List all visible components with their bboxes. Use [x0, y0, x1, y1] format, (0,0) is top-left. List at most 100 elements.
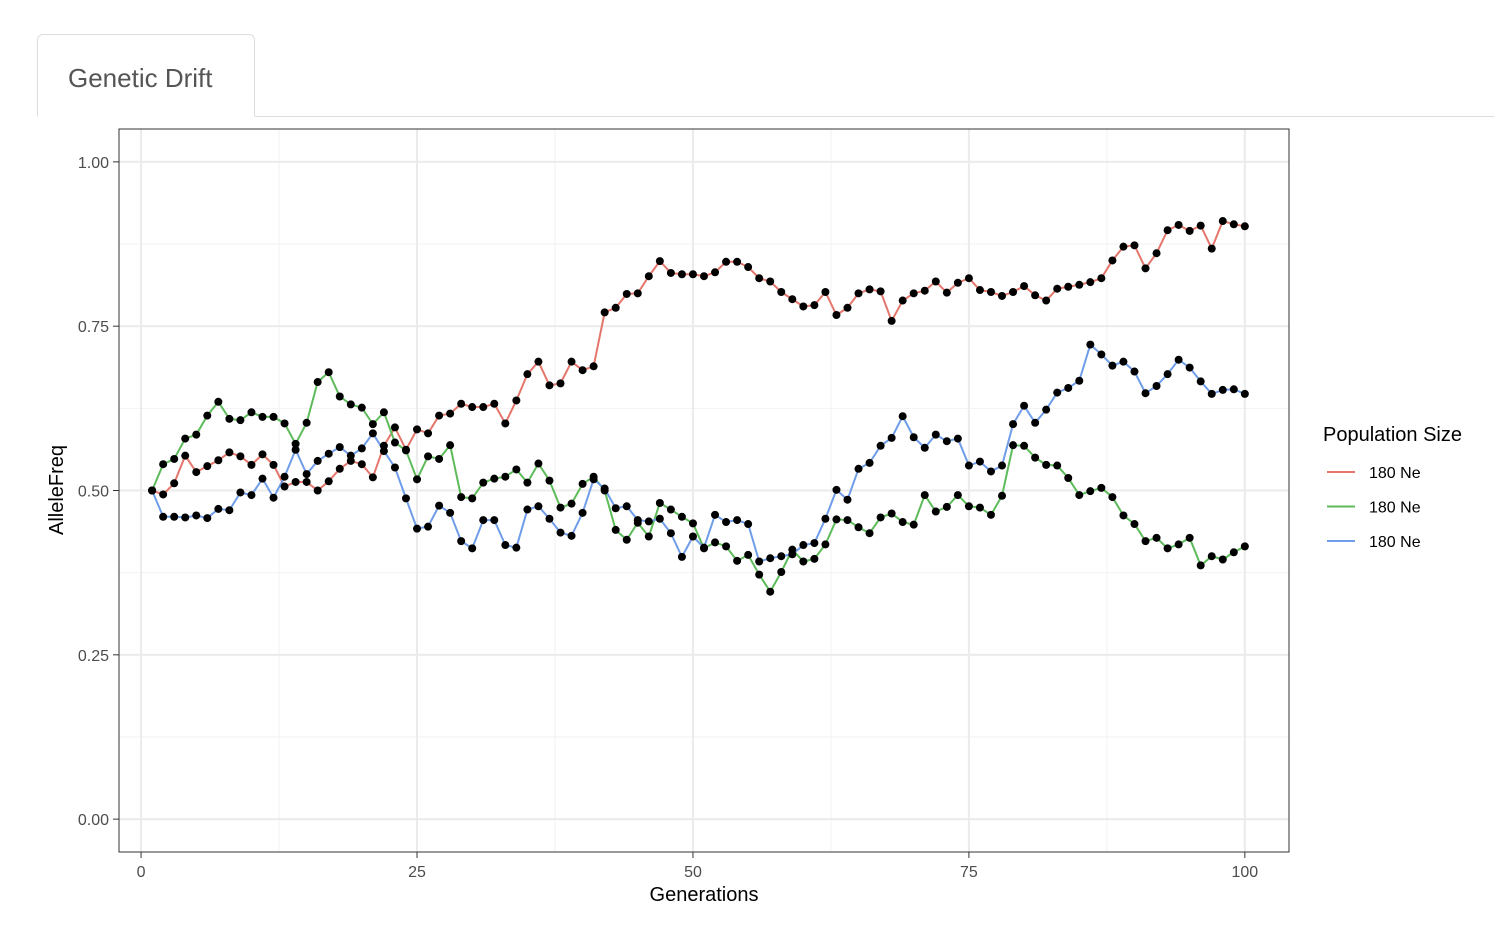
data-point	[589, 475, 598, 484]
data-point	[644, 517, 653, 526]
data-point	[887, 316, 896, 325]
data-point	[280, 419, 289, 428]
data-point	[368, 473, 377, 482]
legend-label: 180 Ne	[1369, 465, 1421, 482]
data-point	[468, 403, 477, 412]
data-point	[556, 528, 565, 537]
data-point	[644, 272, 653, 281]
data-point	[876, 287, 885, 296]
tab-genetic-drift[interactable]: Genetic Drift	[37, 34, 255, 117]
data-point	[744, 263, 753, 272]
data-point	[181, 513, 190, 522]
data-point	[203, 514, 212, 523]
data-point	[368, 420, 377, 429]
data-point	[909, 520, 918, 529]
data-point	[1218, 385, 1227, 394]
data-point	[357, 403, 366, 412]
data-point	[390, 423, 399, 432]
data-point	[291, 439, 300, 448]
data-point	[1064, 383, 1073, 392]
data-point	[1086, 278, 1095, 287]
data-point	[457, 399, 466, 408]
data-point	[1185, 363, 1194, 372]
data-point	[909, 433, 918, 442]
x-tick-label: 75	[960, 864, 978, 881]
data-point	[280, 472, 289, 481]
data-point	[744, 520, 753, 529]
data-point	[214, 397, 223, 406]
data-point	[413, 524, 422, 533]
data-point	[755, 274, 764, 283]
data-point	[1009, 288, 1018, 297]
data-point	[1196, 377, 1205, 386]
data-point	[1163, 544, 1172, 553]
data-point	[1196, 221, 1205, 230]
data-point	[898, 412, 907, 421]
data-point	[390, 438, 399, 447]
data-point	[556, 503, 565, 512]
data-point	[401, 446, 410, 455]
data-point	[622, 502, 631, 511]
data-point	[534, 459, 543, 468]
data-point	[633, 289, 642, 298]
data-point	[766, 587, 775, 596]
data-point	[1031, 291, 1040, 300]
data-point	[622, 289, 631, 298]
data-point	[192, 511, 201, 520]
data-point	[788, 550, 797, 559]
data-point	[1207, 552, 1216, 561]
data-point	[1042, 405, 1051, 414]
data-point	[247, 491, 256, 500]
data-point	[755, 557, 764, 566]
data-point	[666, 268, 675, 277]
data-point	[556, 379, 565, 388]
data-point	[1108, 256, 1117, 265]
data-point	[214, 456, 223, 465]
data-point	[192, 430, 201, 439]
data-point	[567, 531, 576, 540]
data-point	[203, 462, 212, 471]
series-line-2	[151, 370, 1246, 594]
data-point	[931, 507, 940, 516]
data-point	[920, 491, 929, 500]
data-point	[424, 522, 433, 531]
x-tick-label: 50	[684, 864, 702, 881]
data-point	[247, 408, 256, 417]
data-point	[975, 286, 984, 295]
data-point	[898, 296, 907, 305]
data-point	[324, 449, 333, 458]
data-point	[622, 535, 631, 544]
data-point	[335, 443, 344, 452]
data-point	[1064, 474, 1073, 483]
data-point	[236, 452, 245, 461]
data-point	[346, 451, 355, 460]
data-point	[269, 493, 278, 502]
data-point	[1053, 284, 1062, 293]
data-point	[810, 301, 819, 310]
data-point	[578, 366, 587, 375]
data-point	[1075, 491, 1084, 500]
data-point	[953, 278, 962, 287]
data-point	[1152, 533, 1161, 542]
data-point	[346, 400, 355, 409]
data-point	[711, 510, 720, 519]
data-point	[688, 270, 697, 279]
data-point	[490, 474, 499, 483]
tab-divider	[255, 116, 1494, 117]
data-point	[302, 418, 311, 427]
data-point	[633, 516, 642, 525]
data-point	[887, 433, 896, 442]
data-point	[611, 303, 620, 312]
data-point	[1086, 340, 1095, 349]
data-point	[1042, 296, 1051, 305]
data-point	[258, 474, 267, 483]
data-point	[490, 516, 499, 525]
tab-genetic-drift-label: Genetic Drift	[68, 63, 213, 93]
data-point	[1097, 483, 1106, 492]
data-point	[865, 458, 874, 467]
data-point	[821, 514, 830, 523]
data-point	[335, 392, 344, 401]
data-point	[523, 370, 532, 379]
data-point	[501, 419, 510, 428]
data-point	[810, 539, 819, 548]
